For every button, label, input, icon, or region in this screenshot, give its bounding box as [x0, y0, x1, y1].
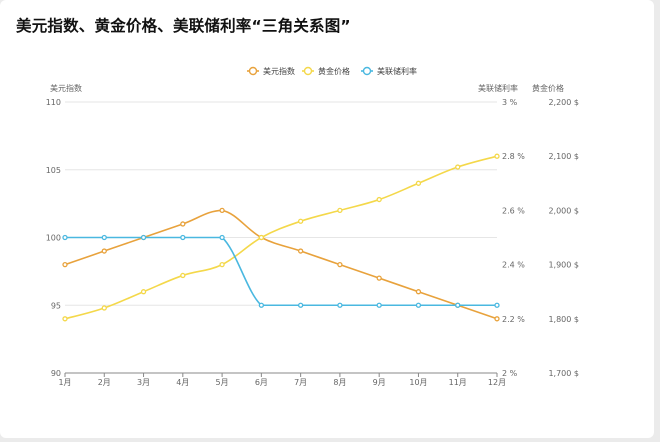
series-line — [64, 155, 498, 320]
y-right2-tick-label: 2,200 $ — [548, 98, 579, 107]
data-point[interactable] — [62, 316, 68, 322]
data-point[interactable] — [337, 302, 343, 308]
data-point[interactable] — [376, 302, 382, 308]
data-point[interactable] — [376, 275, 382, 281]
x-tick-label: 8月 — [333, 378, 346, 387]
legend-label: 美联储利率 — [377, 66, 417, 76]
x-tick-label: 12月 — [488, 378, 506, 387]
x-tick-label: 4月 — [176, 378, 189, 387]
data-point[interactable] — [101, 305, 107, 311]
series-1 — [62, 207, 500, 322]
data-point[interactable] — [62, 234, 68, 241]
data-point[interactable] — [494, 316, 500, 322]
x-tick-label: 5月 — [216, 378, 229, 387]
data-point[interactable] — [415, 180, 422, 186]
data-point[interactable] — [297, 302, 304, 308]
data-point[interactable] — [180, 221, 186, 227]
series-lines — [62, 153, 500, 322]
data-point[interactable] — [180, 234, 186, 241]
x-tick-label: 10月 — [409, 378, 427, 387]
x-tick-label: 9月 — [373, 378, 386, 387]
data-point[interactable] — [415, 302, 422, 308]
y-right1-tick-label: 2.2 % — [502, 315, 525, 324]
data-point[interactable] — [297, 248, 304, 254]
y-right1-tick-label: 3 % — [502, 98, 518, 107]
y-right1-tick-label: 2.4 % — [502, 261, 525, 270]
data-point[interactable] — [455, 164, 461, 170]
legend-label: 黄金价格 — [318, 66, 350, 76]
data-point[interactable] — [219, 261, 225, 268]
y-right1-tick-label: 2.6 % — [502, 206, 525, 215]
data-point[interactable] — [180, 272, 186, 279]
legend-item[interactable]: 美联储利率 — [361, 66, 417, 76]
series-2 — [62, 153, 500, 322]
y-right1-tick-label: 2 % — [502, 369, 518, 378]
x-tick-label: 11月 — [449, 378, 467, 387]
data-point[interactable] — [258, 302, 265, 308]
axes: 1月 2月 3月 4月 5月 6月 7月 8月 9月 10月 11月 12月 90 95 100 105 110… — [46, 83, 579, 387]
data-point[interactable] — [494, 153, 500, 159]
legend-marker — [362, 66, 372, 76]
data-point[interactable] — [62, 261, 68, 268]
legend-item[interactable]: 黄金价格 — [302, 66, 350, 76]
y-left-tick-label: 95 — [51, 301, 61, 310]
series-line — [64, 209, 498, 320]
legend: 美元指数 黄金价格 美联储利率 — [247, 66, 417, 76]
y-right2-tick-label: 2,100 $ — [548, 152, 579, 161]
y-right2-tick-label: 1,900 $ — [548, 261, 579, 270]
y-left-tick-label: 90 — [51, 369, 61, 378]
data-point[interactable] — [337, 261, 343, 268]
grid-lines — [65, 101, 497, 306]
legend-marker — [248, 66, 258, 76]
series-line — [64, 236, 497, 307]
data-point[interactable] — [101, 248, 107, 254]
data-point[interactable] — [415, 289, 422, 295]
x-tick-label: 3月 — [137, 378, 150, 387]
data-point[interactable] — [219, 207, 225, 214]
y-right1-tick-label: 2.8 % — [502, 152, 525, 161]
y-right2-tick-label: 2,000 $ — [548, 206, 579, 215]
series-3 — [62, 234, 500, 308]
x-tick-label: 6月 — [255, 378, 268, 387]
y-left-tick-label: 110 — [46, 98, 61, 107]
y-left-tick-label: 105 — [46, 166, 61, 175]
y-right1-axis-name: 美联储利率 — [478, 83, 518, 93]
data-point[interactable] — [455, 302, 461, 308]
x-tick-label: 2月 — [98, 378, 111, 387]
data-point[interactable] — [140, 289, 147, 295]
data-point[interactable] — [376, 196, 382, 203]
data-point[interactable] — [140, 234, 147, 241]
x-tick-label: 7月 — [294, 378, 307, 387]
data-point[interactable] — [258, 234, 265, 241]
data-point[interactable] — [337, 207, 343, 214]
legend-item[interactable]: 美元指数 — [247, 66, 295, 76]
data-point[interactable] — [219, 234, 225, 241]
y-right2-tick-label: 1,700 $ — [548, 369, 579, 378]
legend-marker — [303, 66, 313, 76]
y-right2-axis-name: 黄金价格 — [532, 83, 564, 93]
legend-label: 美元指数 — [263, 66, 295, 76]
y-left-tick-label: 100 — [46, 234, 61, 243]
x-tick-label: 1月 — [58, 378, 71, 387]
data-point[interactable] — [494, 302, 500, 308]
chart-title: 美元指数、黄金价格、美联储利率“三角关系图” — [16, 17, 351, 35]
y-right2-tick-label: 1,800 $ — [548, 315, 579, 324]
data-point[interactable] — [297, 218, 304, 224]
y-left-axis-name: 美元指数 — [50, 83, 82, 93]
data-point[interactable] — [101, 234, 107, 241]
